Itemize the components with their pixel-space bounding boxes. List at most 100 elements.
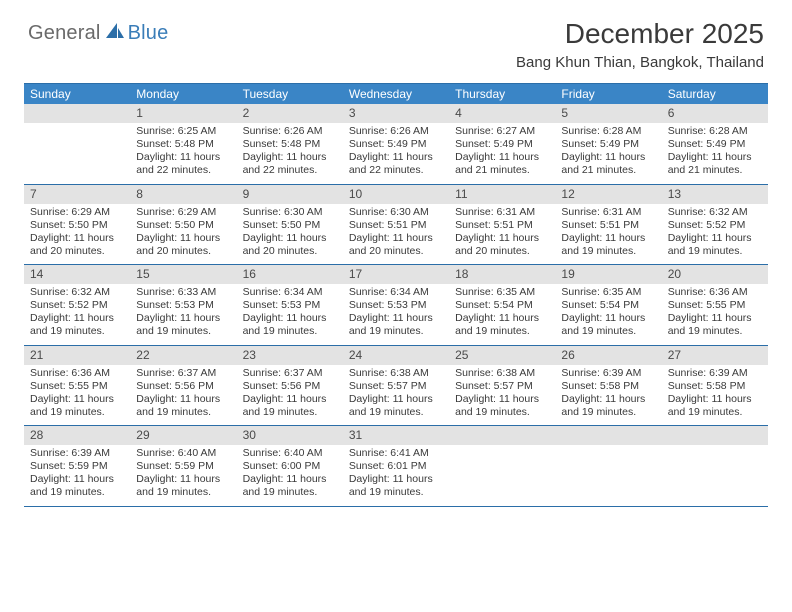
sunset-text: Sunset: 5:50 PM bbox=[243, 219, 337, 232]
day-cell: 11Sunrise: 6:31 AMSunset: 5:51 PMDayligh… bbox=[449, 185, 555, 265]
day-cell: 20Sunrise: 6:36 AMSunset: 5:55 PMDayligh… bbox=[662, 265, 768, 345]
day-number: 30 bbox=[237, 426, 343, 445]
day-cell bbox=[662, 426, 768, 506]
sunrise-text: Sunrise: 6:36 AM bbox=[668, 286, 762, 299]
day-content: Sunrise: 6:35 AMSunset: 5:54 PMDaylight:… bbox=[449, 286, 555, 339]
day-cell bbox=[555, 426, 661, 506]
daylight-text: Daylight: 11 hours and 19 minutes. bbox=[30, 312, 124, 338]
daylight-text: Daylight: 11 hours and 19 minutes. bbox=[349, 393, 443, 419]
sunrise-text: Sunrise: 6:28 AM bbox=[668, 125, 762, 138]
sunset-text: Sunset: 5:59 PM bbox=[30, 460, 124, 473]
day-number: 4 bbox=[449, 104, 555, 123]
day-content: Sunrise: 6:39 AMSunset: 5:58 PMDaylight:… bbox=[662, 367, 768, 420]
day-content: Sunrise: 6:29 AMSunset: 5:50 PMDaylight:… bbox=[24, 206, 130, 259]
sunrise-text: Sunrise: 6:29 AM bbox=[30, 206, 124, 219]
empty-day-bar bbox=[555, 426, 661, 445]
day-content: Sunrise: 6:28 AMSunset: 5:49 PMDaylight:… bbox=[555, 125, 661, 178]
daylight-text: Daylight: 11 hours and 20 minutes. bbox=[136, 232, 230, 258]
day-cell: 9Sunrise: 6:30 AMSunset: 5:50 PMDaylight… bbox=[237, 185, 343, 265]
day-cell: 15Sunrise: 6:33 AMSunset: 5:53 PMDayligh… bbox=[130, 265, 236, 345]
day-number: 31 bbox=[343, 426, 449, 445]
weekday-header-cell: Thursday bbox=[449, 84, 555, 104]
day-number: 23 bbox=[237, 346, 343, 365]
daylight-text: Daylight: 11 hours and 19 minutes. bbox=[668, 312, 762, 338]
day-number: 27 bbox=[662, 346, 768, 365]
day-cell: 23Sunrise: 6:37 AMSunset: 5:56 PMDayligh… bbox=[237, 346, 343, 426]
day-content: Sunrise: 6:25 AMSunset: 5:48 PMDaylight:… bbox=[130, 125, 236, 178]
sunrise-text: Sunrise: 6:37 AM bbox=[243, 367, 337, 380]
day-cell: 25Sunrise: 6:38 AMSunset: 5:57 PMDayligh… bbox=[449, 346, 555, 426]
sunset-text: Sunset: 5:58 PM bbox=[668, 380, 762, 393]
weekday-header-cell: Tuesday bbox=[237, 84, 343, 104]
daylight-text: Daylight: 11 hours and 21 minutes. bbox=[561, 151, 655, 177]
day-number: 18 bbox=[449, 265, 555, 284]
sunrise-text: Sunrise: 6:30 AM bbox=[349, 206, 443, 219]
sunrise-text: Sunrise: 6:39 AM bbox=[561, 367, 655, 380]
day-cell: 30Sunrise: 6:40 AMSunset: 6:00 PMDayligh… bbox=[237, 426, 343, 506]
day-cell: 26Sunrise: 6:39 AMSunset: 5:58 PMDayligh… bbox=[555, 346, 661, 426]
day-number: 26 bbox=[555, 346, 661, 365]
daylight-text: Daylight: 11 hours and 22 minutes. bbox=[243, 151, 337, 177]
sunrise-text: Sunrise: 6:26 AM bbox=[349, 125, 443, 138]
sunrise-text: Sunrise: 6:29 AM bbox=[136, 206, 230, 219]
sunset-text: Sunset: 5:49 PM bbox=[561, 138, 655, 151]
title-block: December 2025 Bang Khun Thian, Bangkok, … bbox=[516, 18, 764, 71]
sunset-text: Sunset: 5:52 PM bbox=[668, 219, 762, 232]
sunrise-text: Sunrise: 6:31 AM bbox=[455, 206, 549, 219]
daylight-text: Daylight: 11 hours and 19 minutes. bbox=[455, 393, 549, 419]
week-row: 28 Sunrise: 6:39 AMSunset: 5:59 PMDayligh… bbox=[24, 426, 768, 507]
day-number: 16 bbox=[237, 265, 343, 284]
day-cell: 29Sunrise: 6:40 AMSunset: 5:59 PMDayligh… bbox=[130, 426, 236, 506]
day-content: Sunrise: 6:30 AMSunset: 5:51 PMDaylight:… bbox=[343, 206, 449, 259]
daylight-text: Daylight: 11 hours and 22 minutes. bbox=[349, 151, 443, 177]
day-number: 12 bbox=[555, 185, 661, 204]
sunrise-text: Sunrise: 6:33 AM bbox=[136, 286, 230, 299]
daylight-text: Daylight: 11 hours and 19 minutes. bbox=[243, 312, 337, 338]
day-content: Sunrise: 6:29 AMSunset: 5:50 PMDaylight:… bbox=[130, 206, 236, 259]
daylight-text: Daylight: 11 hours and 20 minutes. bbox=[455, 232, 549, 258]
day-number: 15 bbox=[130, 265, 236, 284]
sunset-text: Sunset: 5:57 PM bbox=[349, 380, 443, 393]
calendar-table: SundayMondayTuesdayWednesdayThursdayFrid… bbox=[24, 83, 768, 507]
logo-text-blue: Blue bbox=[128, 22, 169, 45]
day-number: 22 bbox=[130, 346, 236, 365]
daylight-text: Daylight: 11 hours and 20 minutes. bbox=[349, 232, 443, 258]
day-content: Sunrise: 6:39 AMSunset: 5:59 PMDaylight:… bbox=[24, 447, 130, 500]
sunrise-text: Sunrise: 6:35 AM bbox=[561, 286, 655, 299]
sunrise-text: Sunrise: 6:35 AM bbox=[455, 286, 549, 299]
day-cell: 8Sunrise: 6:29 AMSunset: 5:50 PMDaylight… bbox=[130, 185, 236, 265]
daylight-text: Daylight: 11 hours and 19 minutes. bbox=[561, 393, 655, 419]
sunrise-text: Sunrise: 6:34 AM bbox=[243, 286, 337, 299]
sunrise-text: Sunrise: 6:38 AM bbox=[349, 367, 443, 380]
sunset-text: Sunset: 5:49 PM bbox=[349, 138, 443, 151]
daylight-text: Daylight: 11 hours and 19 minutes. bbox=[136, 473, 230, 499]
sunrise-text: Sunrise: 6:36 AM bbox=[30, 367, 124, 380]
day-cell bbox=[449, 426, 555, 506]
daylight-text: Daylight: 11 hours and 19 minutes. bbox=[136, 393, 230, 419]
day-number: 13 bbox=[662, 185, 768, 204]
day-number: 17 bbox=[343, 265, 449, 284]
day-number: 2 bbox=[237, 104, 343, 123]
sunrise-text: Sunrise: 6:28 AM bbox=[561, 125, 655, 138]
month-title: December 2025 bbox=[516, 18, 764, 50]
daylight-text: Daylight: 11 hours and 19 minutes. bbox=[349, 312, 443, 338]
day-cell: 1Sunrise: 6:25 AMSunset: 5:48 PMDaylight… bbox=[130, 104, 236, 184]
sunrise-text: Sunrise: 6:40 AM bbox=[243, 447, 337, 460]
day-number: 10 bbox=[343, 185, 449, 204]
empty-day-bar bbox=[449, 426, 555, 445]
sunset-text: Sunset: 5:59 PM bbox=[136, 460, 230, 473]
weekday-header-cell: Friday bbox=[555, 84, 661, 104]
weekday-header-cell: Monday bbox=[130, 84, 236, 104]
week-row: 1Sunrise: 6:25 AMSunset: 5:48 PMDaylight… bbox=[24, 104, 768, 185]
sunrise-text: Sunrise: 6:38 AM bbox=[455, 367, 549, 380]
weekday-header-row: SundayMondayTuesdayWednesdayThursdayFrid… bbox=[24, 84, 768, 104]
day-cell: 18 Sunrise: 6:35 AMSunset: 5:54 PMDayligh… bbox=[449, 265, 555, 345]
sunset-text: Sunset: 5:49 PM bbox=[668, 138, 762, 151]
daylight-text: Daylight: 11 hours and 20 minutes. bbox=[30, 232, 124, 258]
sunrise-text: Sunrise: 6:40 AM bbox=[136, 447, 230, 460]
sunset-text: Sunset: 5:54 PM bbox=[455, 299, 549, 312]
day-number: 28 bbox=[24, 426, 130, 445]
daylight-text: Daylight: 11 hours and 19 minutes. bbox=[455, 312, 549, 338]
day-number: 21 bbox=[24, 346, 130, 365]
day-content: Sunrise: 6:40 AMSunset: 5:59 PMDaylight:… bbox=[130, 447, 236, 500]
